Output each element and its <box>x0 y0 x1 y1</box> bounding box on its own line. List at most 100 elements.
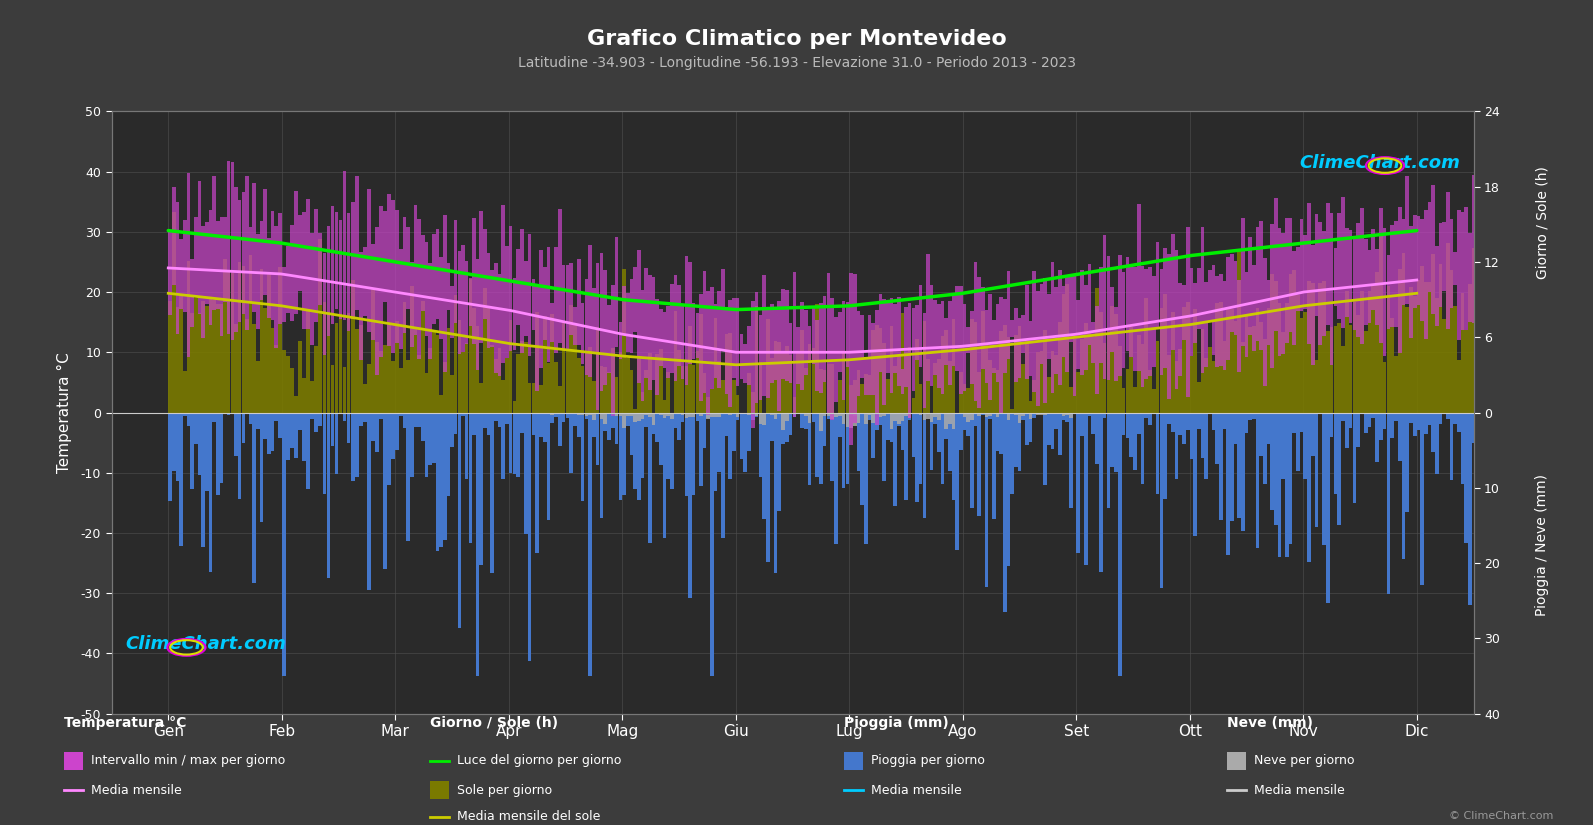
Bar <box>886 379 889 412</box>
Bar <box>894 412 897 421</box>
Bar <box>376 412 379 452</box>
Bar <box>728 300 733 408</box>
Bar <box>599 253 604 391</box>
Bar <box>623 412 626 495</box>
Bar <box>363 248 366 316</box>
Bar <box>558 209 562 343</box>
Bar <box>648 276 652 389</box>
Bar <box>781 412 785 444</box>
Bar <box>562 265 566 350</box>
Bar <box>387 326 390 412</box>
Bar <box>612 348 615 412</box>
Bar <box>1303 412 1306 479</box>
Bar <box>1215 303 1219 412</box>
Bar <box>186 173 190 357</box>
Text: Giorno / Sole (h): Giorno / Sole (h) <box>430 716 558 730</box>
Bar <box>948 412 951 470</box>
Bar <box>970 412 973 508</box>
Bar <box>626 358 629 412</box>
Bar <box>846 412 849 484</box>
Bar <box>988 360 992 412</box>
Bar <box>919 384 922 412</box>
Bar <box>1066 276 1069 372</box>
Bar <box>1289 412 1292 544</box>
Text: Intervallo min / max per giorno: Intervallo min / max per giorno <box>91 754 285 767</box>
Bar <box>739 412 744 414</box>
Bar <box>175 202 180 333</box>
Bar <box>988 412 992 417</box>
Bar <box>311 381 314 412</box>
Bar <box>838 412 841 416</box>
Bar <box>1249 238 1252 335</box>
Bar <box>827 412 830 419</box>
Bar <box>1227 257 1230 361</box>
Bar <box>863 375 868 412</box>
Bar <box>205 306 209 412</box>
Bar <box>1007 337 1010 412</box>
Bar <box>1469 284 1472 412</box>
Bar <box>1018 412 1021 423</box>
Bar <box>1364 239 1367 325</box>
Bar <box>398 368 403 412</box>
Bar <box>1215 412 1219 464</box>
Bar <box>1289 274 1292 412</box>
Bar <box>1096 289 1099 412</box>
Bar <box>573 412 577 413</box>
Bar <box>1394 221 1397 328</box>
Bar <box>827 273 830 413</box>
Bar <box>956 412 959 413</box>
Bar <box>435 229 440 319</box>
Bar <box>502 205 505 363</box>
Bar <box>1344 412 1349 448</box>
Bar <box>327 226 330 336</box>
Bar <box>1368 412 1372 427</box>
Bar <box>190 412 194 489</box>
Bar <box>1319 222 1322 345</box>
Bar <box>945 412 948 439</box>
Bar <box>476 327 479 412</box>
Bar <box>1055 355 1058 412</box>
Bar <box>824 295 827 382</box>
Bar <box>1478 299 1483 412</box>
Bar <box>868 314 871 395</box>
Bar <box>198 412 201 474</box>
Bar <box>758 362 761 412</box>
Bar <box>967 389 970 412</box>
Bar <box>1483 412 1486 490</box>
Bar <box>830 364 835 412</box>
Bar <box>1024 285 1029 379</box>
Bar <box>543 267 546 340</box>
Bar <box>699 294 703 401</box>
Bar <box>860 412 863 414</box>
Bar <box>172 412 175 471</box>
Bar <box>212 300 215 412</box>
Bar <box>263 308 268 412</box>
Bar <box>841 351 846 412</box>
Bar <box>1144 268 1149 379</box>
Bar <box>637 250 640 384</box>
Bar <box>999 297 1004 414</box>
Bar <box>1483 229 1486 330</box>
Bar <box>755 412 758 417</box>
Bar <box>868 412 871 421</box>
Bar <box>1055 287 1058 374</box>
Bar <box>1133 267 1137 371</box>
Bar <box>769 304 774 383</box>
Bar <box>355 177 358 309</box>
Bar <box>1152 276 1155 367</box>
Bar <box>725 333 728 412</box>
Text: Media mensile: Media mensile <box>91 784 182 797</box>
Bar <box>1526 412 1531 417</box>
Bar <box>1091 412 1094 434</box>
Bar <box>585 412 588 416</box>
Bar <box>680 304 685 379</box>
Bar <box>440 395 443 412</box>
Bar <box>1330 412 1333 437</box>
Bar <box>1266 280 1270 345</box>
Bar <box>1061 294 1066 412</box>
Bar <box>1252 412 1255 419</box>
Bar <box>513 401 516 412</box>
Bar <box>804 412 808 417</box>
Bar <box>736 298 739 386</box>
Bar <box>699 412 703 486</box>
